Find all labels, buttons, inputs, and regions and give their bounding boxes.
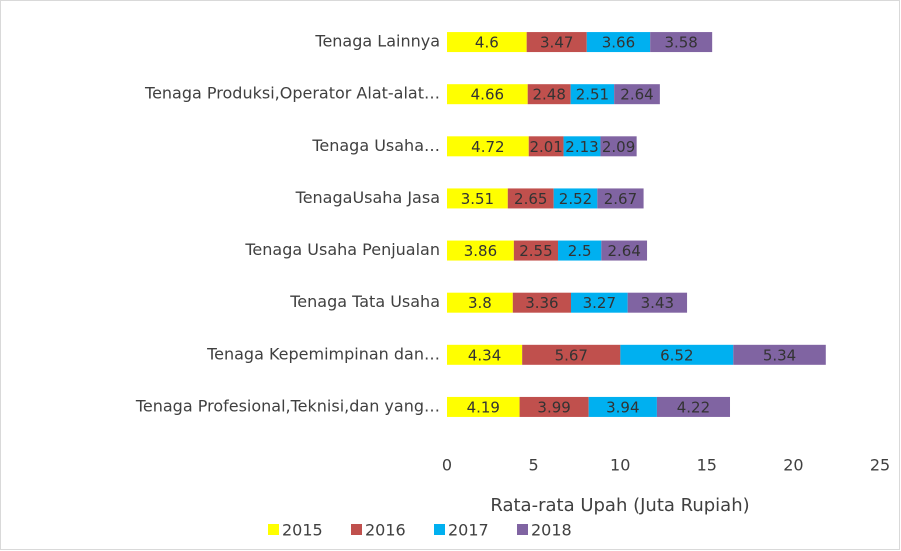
bar-segment xyxy=(519,396,589,417)
bar-segment xyxy=(507,188,554,209)
legend-label: 2016 xyxy=(365,521,406,540)
data-label: 3.86 xyxy=(464,242,497,260)
bar-segment xyxy=(522,344,621,365)
y-tick-label: TenagaUsaha Jasa xyxy=(295,188,440,207)
y-tick-label: Tenaga Produksi,Operator Alat-alat… xyxy=(144,84,440,103)
data-label: 4.72 xyxy=(471,138,504,156)
x-tick-label: 25 xyxy=(870,456,890,475)
y-tick-label: Tenaga Usaha Penjualan xyxy=(244,240,440,259)
bar-segment xyxy=(586,32,651,53)
x-axis-title: Rata-rata Upah (Juta Rupiah) xyxy=(490,495,749,516)
y-tick-label: Tenaga Kepemimpinan dan… xyxy=(206,344,440,363)
bar-segment xyxy=(528,136,564,157)
bar-segment xyxy=(526,32,587,53)
data-label: 3.94 xyxy=(606,398,639,416)
bar-segment xyxy=(447,84,528,105)
data-label: 2.55 xyxy=(519,242,552,260)
data-label: 4.22 xyxy=(677,398,710,416)
data-label: 3.51 xyxy=(461,190,494,208)
bar-segment xyxy=(656,396,731,417)
data-label: 3.58 xyxy=(664,34,697,52)
x-tick-label: 5 xyxy=(529,456,539,475)
bar-segment xyxy=(570,84,615,105)
data-label: 2.13 xyxy=(565,138,598,156)
data-label: 5.67 xyxy=(555,346,588,364)
bar-segment xyxy=(447,32,527,53)
bar-segment xyxy=(527,84,571,105)
y-tick-label: Tenaga Profesional,Teknisi,dan yang… xyxy=(135,396,440,415)
data-label: 3.47 xyxy=(540,34,573,52)
data-label: 3.36 xyxy=(525,294,558,312)
bar-segment xyxy=(447,396,520,417)
legend-swatch xyxy=(434,524,445,535)
bar-segment xyxy=(614,84,660,105)
y-tick-label: Tenaga Tata Usaha xyxy=(289,292,440,311)
data-label: 4.66 xyxy=(471,86,504,104)
x-tick-label: 10 xyxy=(610,456,630,475)
data-label: 2.64 xyxy=(620,86,653,104)
data-label: 2.51 xyxy=(576,86,609,104)
bar-segment xyxy=(733,344,826,365)
bar-segment xyxy=(650,32,713,53)
y-tick-label: Tenaga Lainnya xyxy=(314,32,440,51)
data-label: 4.6 xyxy=(475,34,499,52)
y-tick-label: Tenaga Usaha… xyxy=(311,136,440,155)
bar-segment xyxy=(563,136,601,157)
legend-swatch xyxy=(351,524,362,535)
bar-segment xyxy=(588,396,657,417)
data-label: 3.99 xyxy=(537,398,570,416)
x-tick-label: 20 xyxy=(783,456,803,475)
bar-segment xyxy=(558,240,602,261)
data-label: 6.52 xyxy=(660,346,693,364)
bar-segment xyxy=(597,188,644,209)
data-label: 2.65 xyxy=(514,190,547,208)
legend-label: 2015 xyxy=(282,521,323,540)
data-label: 2.67 xyxy=(604,190,637,208)
bar-segment xyxy=(447,136,529,157)
bar-segment xyxy=(627,292,688,313)
legend-swatch xyxy=(268,524,279,535)
data-label: 2.09 xyxy=(602,138,635,156)
bar-segment xyxy=(447,292,513,313)
bar-segment xyxy=(447,188,508,209)
legend-label: 2017 xyxy=(448,521,489,540)
data-label: 2.5 xyxy=(568,242,592,260)
bar-segment xyxy=(600,136,637,157)
legend-swatch xyxy=(517,524,528,535)
data-label: 3.27 xyxy=(583,294,616,312)
data-label: 2.01 xyxy=(529,138,562,156)
bar-segment xyxy=(553,188,598,209)
data-label: 2.48 xyxy=(532,86,565,104)
bar-segment xyxy=(571,292,628,313)
x-tick-label: 15 xyxy=(697,456,717,475)
x-tick-label: 0 xyxy=(442,456,452,475)
bar-segment xyxy=(620,344,734,365)
data-label: 4.19 xyxy=(467,398,500,416)
data-label: 3.43 xyxy=(641,294,674,312)
bar-segment xyxy=(601,240,648,261)
bar-segment xyxy=(447,344,523,365)
legend-label: 2018 xyxy=(531,521,572,540)
data-label: 3.8 xyxy=(468,294,492,312)
data-label: 2.64 xyxy=(607,242,640,260)
data-label: 2.52 xyxy=(559,190,592,208)
data-label: 5.34 xyxy=(763,346,796,364)
data-label: 3.66 xyxy=(602,34,635,52)
data-label: 4.34 xyxy=(468,346,501,364)
bar-segment xyxy=(447,240,514,261)
bar-segment xyxy=(512,292,572,313)
bar-segment xyxy=(513,240,559,261)
